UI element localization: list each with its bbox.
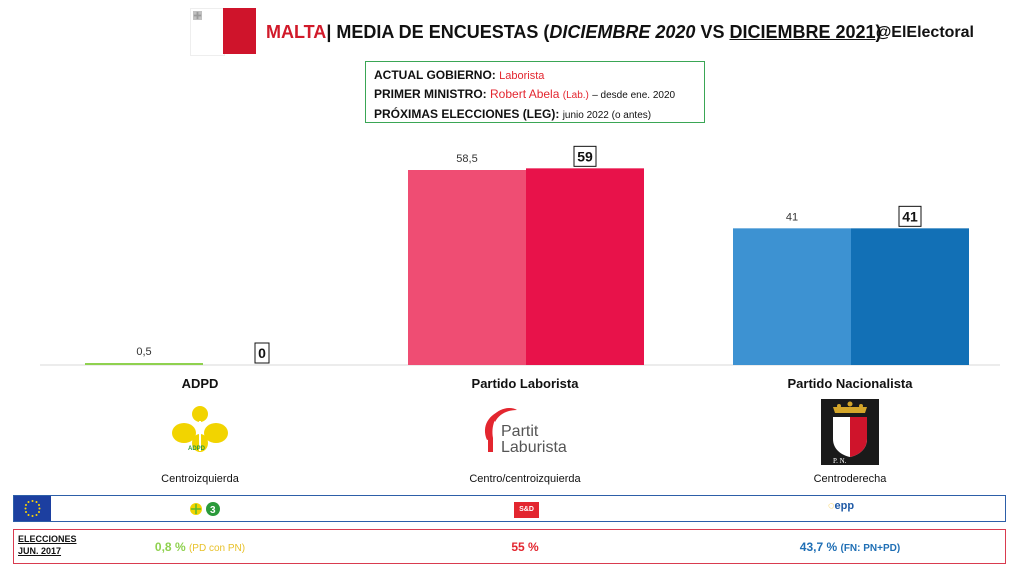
elections-label-line1: ELECCIONES xyxy=(18,534,77,544)
data-label-box-0 xyxy=(254,342,270,364)
next-label: PRÓXIMAS ELECCIONES (LEG): xyxy=(374,107,560,121)
election-adpd-value: 0,8 % xyxy=(154,540,186,554)
partit-laburista-logo-icon: Partit Laburista xyxy=(484,408,567,456)
eu-flag-icon xyxy=(14,496,51,521)
epp-text: epp xyxy=(834,500,855,512)
pm-party: (Lab.) xyxy=(562,90,589,101)
author-handle: @ElElectoral xyxy=(875,24,974,41)
elections-label: ELECCIONES JUN. 2017 xyxy=(18,533,77,557)
epp-smile-icon: ◌ xyxy=(828,500,835,512)
data-label-0-series-0: 0,5 xyxy=(136,346,151,358)
gov-label: ACTUAL GOBIERNO: xyxy=(374,68,496,82)
pn-logo-text: P. N. xyxy=(833,457,847,465)
next-row: PRÓXIMAS ELECCIONES (LEG): junio 2022 (o… xyxy=(374,105,696,125)
title-close: ) xyxy=(875,22,882,42)
ideology-pn: Centroderecha xyxy=(813,473,887,485)
pm-label: PRIMER MINISTRO: xyxy=(374,87,487,101)
gov-row: ACTUAL GOBIERNO: Laborista xyxy=(374,66,696,85)
title-date-b: DICIEMBRE 2021 xyxy=(729,22,876,42)
poll-bar-chart: 0,5 0 58,5 59 41 41 xyxy=(40,145,1000,366)
election-result-pn: 43,7 % (FN: PN+PD) xyxy=(730,540,970,554)
party-name-pn: Partido Nacionalista xyxy=(787,376,913,391)
party-name-pl: Partido Laborista xyxy=(471,376,579,391)
pm-row: PRIMER MINISTRO: Robert Abela (Lab.) – d… xyxy=(374,85,696,105)
bar-1-series-1 xyxy=(526,168,644,365)
data-label-box-1 xyxy=(573,145,597,167)
government-info-box: ACTUAL GOBIERNO: Laborista PRIMER MINIST… xyxy=(365,61,705,123)
ideology-adpd: Centroizquierda xyxy=(161,473,239,485)
title-text: | MEDIA DE ENCUESTAS ( xyxy=(326,22,550,42)
eu-group-row xyxy=(13,495,1006,522)
data-label-1-series-0: 58,5 xyxy=(456,153,477,165)
data-label-0-series-1: 0 xyxy=(258,345,266,361)
data-label-box-2 xyxy=(898,205,922,227)
bar-2-series-1 xyxy=(851,228,969,365)
adpd-logo-icon: ADPD xyxy=(172,406,228,452)
george-cross-icon xyxy=(193,11,202,20)
data-label-2-series-0: 41 xyxy=(786,211,798,223)
title-date-a: DICIEMBRE 2020 xyxy=(549,22,696,42)
election-result-adpd: 0,8 % (PD con PN) xyxy=(80,540,320,554)
data-label-1-series-1: 59 xyxy=(577,148,593,164)
party-name-adpd: ADPD xyxy=(181,376,219,391)
greens-number: 3 xyxy=(210,505,216,516)
malta-flag-red xyxy=(223,8,256,54)
data-label-2-series-1: 41 xyxy=(902,208,918,224)
election-pn-note: (FN: PN+PD) xyxy=(840,543,901,554)
elections-label-line2: JUN. 2017 xyxy=(18,546,62,556)
title-country: MALTA xyxy=(266,22,327,42)
election-result-pl: 55 % xyxy=(511,540,539,554)
gov-value: Laborista xyxy=(499,70,545,82)
partit-nazzjonalista-logo-icon: P. N. xyxy=(821,399,879,465)
bar-2-series-0 xyxy=(733,228,851,365)
adpd-logo-text: ADPD xyxy=(188,446,206,452)
bar-1-series-0 xyxy=(408,170,526,365)
election-pn-value: 43,7 % xyxy=(799,540,838,554)
title-vs: VS xyxy=(695,22,730,42)
ideology-pl: Centro/centroizquierda xyxy=(469,473,581,485)
pl-logo-line1: Partit xyxy=(501,423,539,440)
bar-0-series-0 xyxy=(85,363,203,365)
next-value: junio 2022 (o antes) xyxy=(562,110,652,121)
pl-logo-line2: Laburista xyxy=(501,439,567,456)
page-title: MALTA| MEDIA DE ENCUESTAS (DICIEMBRE 202… xyxy=(266,22,882,43)
pm-since: – desde ene. 2020 xyxy=(592,90,676,101)
election-adpd-note: (PD con PN) xyxy=(188,543,246,554)
elections-row xyxy=(13,529,1006,564)
pm-value: Robert Abela xyxy=(490,87,560,101)
epp-group-badge: ◌epp xyxy=(828,500,854,512)
greens-efa-icon: 3 xyxy=(190,502,220,516)
sd-group-badge: S&D xyxy=(514,502,539,518)
